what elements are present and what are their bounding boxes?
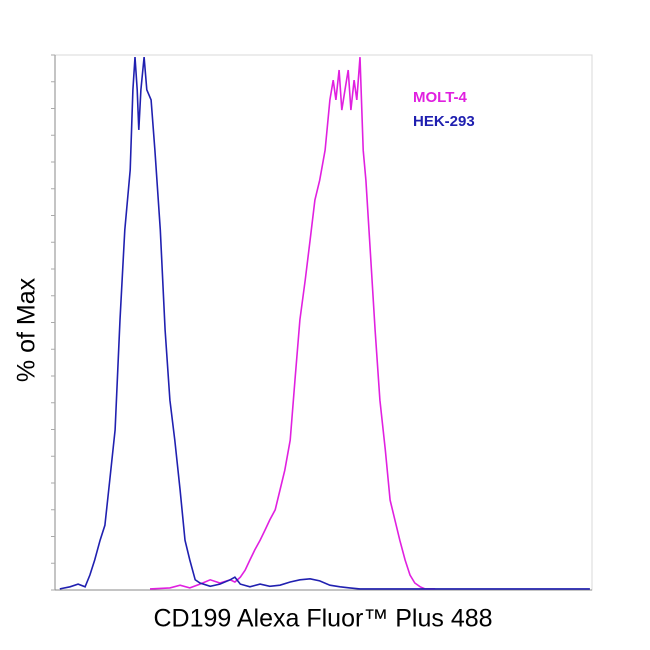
x-axis-title: CD199 Alexa Fluor™ Plus 488: [153, 605, 492, 633]
plot-frame: [54, 54, 593, 591]
histogram-line: [59, 57, 590, 590]
y-axis-title: % of Max: [13, 277, 41, 382]
legend-label: HEK-293: [413, 113, 475, 130]
histogram-line: [149, 57, 436, 590]
legend-label: MOLT-4: [413, 89, 468, 106]
